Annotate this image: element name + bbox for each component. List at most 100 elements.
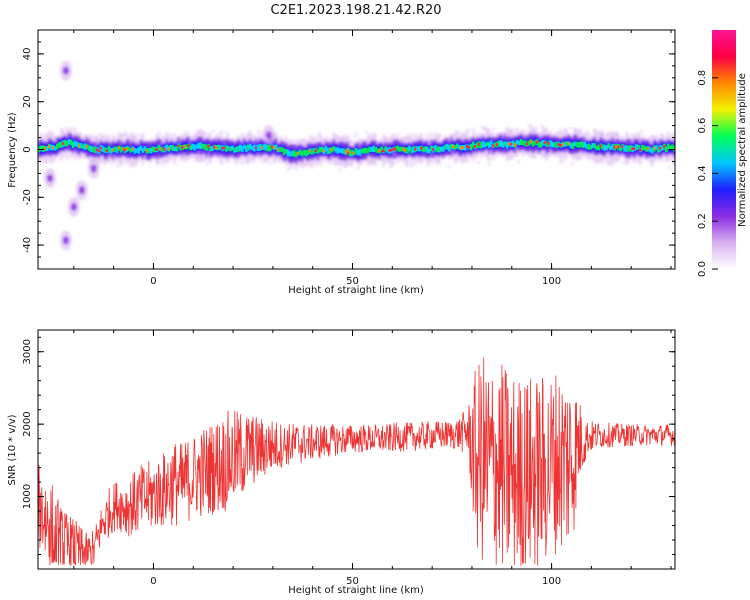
spectrogram-ytick-label: -20: [22, 189, 33, 205]
spectrogram-hotspot: [392, 147, 396, 151]
spectrogram-hotspot: [85, 145, 89, 149]
spectrogram-speckle: [601, 134, 604, 137]
spectrogram-band-core: [316, 149, 320, 154]
spectrogram-speckle: [223, 142, 226, 145]
spectrogram-band-core: [569, 142, 573, 149]
spectrogram-band-core: [342, 148, 346, 154]
spectrogram-band-core: [171, 145, 174, 151]
spectrogram-band-core: [258, 144, 262, 151]
spectrogram-band-core: [579, 141, 583, 148]
snr-xtick-label: 50: [346, 576, 359, 587]
spectrogram-hotspot: [414, 147, 418, 151]
spectrogram-band-core: [89, 145, 93, 153]
spectrogram-band-core: [133, 147, 137, 154]
spectrogram-band-core: [545, 142, 549, 147]
spectrogram-band-core: [406, 147, 409, 154]
spectrogram-speckle: [287, 167, 290, 170]
spectrogram-hotspot: [270, 145, 274, 149]
snr-ytick-label: 1000: [22, 484, 33, 509]
spectrogram-speckle: [321, 143, 324, 146]
spectrogram-speckle: [603, 156, 606, 159]
spectrogram-band-core: [597, 144, 600, 151]
spectrogram-band-core: [611, 143, 614, 150]
spectrogram-band-core: [607, 143, 610, 149]
spectrogram-speckle: [538, 132, 541, 135]
spectrogram-band-core: [366, 148, 370, 154]
spectrogram-band-core: [103, 147, 107, 153]
spectrogram-band-core: [203, 143, 206, 150]
spectrogram-scatter: [78, 186, 85, 195]
spectrogram-speckle: [252, 157, 255, 160]
spectrogram-speckle: [487, 163, 490, 166]
spectrogram-band-core: [41, 145, 45, 152]
spectrogram-band-core: [304, 150, 308, 157]
spectrogram-band-core: [589, 144, 593, 150]
spectrogram-speckle: [640, 130, 643, 133]
spectrogram-hotspot: [77, 144, 81, 148]
spectrogram-speckle: [492, 127, 495, 130]
spectrogram-speckle: [235, 162, 238, 165]
spectrogram-hotspot: [495, 143, 499, 147]
spectrogram-band-core: [575, 141, 579, 148]
spectrogram-hotspot: [223, 146, 227, 150]
spectrogram-band-core: [282, 148, 286, 156]
spectrogram-band-core: [71, 141, 75, 148]
spectrogram-speckle: [607, 162, 610, 165]
spectrogram-speckle: [208, 150, 211, 153]
spectrogram-ticks: 0 50 100 -40 -20 0 20 40: [22, 29, 675, 287]
spectrogram-band-core: [551, 141, 555, 148]
spectrogram-speckle: [157, 159, 160, 162]
spectrogram-band-core: [501, 141, 505, 148]
spectrogram-band-core: [288, 151, 292, 157]
spectrogram-hotspot: [95, 148, 99, 152]
spectrogram-band-core: [87, 145, 91, 151]
spectrogram-band-core: [129, 148, 133, 153]
spectrogram-band-core: [286, 149, 290, 157]
colorbar: 0.0 0.2 0.4 0.6 0.8 Normalized spectral ampl…: [697, 30, 748, 277]
spectrogram-xtick-label: 50: [346, 276, 359, 287]
spectrogram-band-core: [199, 142, 202, 150]
spectrogram-speckle: [124, 131, 127, 134]
spectrogram-speckle: [449, 134, 452, 137]
spectrogram-xtick-label: 0: [150, 276, 156, 287]
spectrogram-speckle: [408, 136, 411, 139]
spectrogram-band-core: [454, 145, 457, 150]
spectrogram-hotspot: [525, 142, 529, 146]
spectrogram-band-core: [469, 143, 473, 151]
spectrogram-speckle: [247, 156, 250, 159]
spectrogram-speckle: [269, 162, 272, 165]
spectrogram-hotspot: [314, 149, 318, 153]
spectrogram-band-core: [141, 147, 145, 153]
spectrogram-band-core: [418, 145, 421, 152]
spectrogram-band-core: [635, 144, 638, 150]
spectrogram-band-core: [573, 141, 577, 147]
spectrogram-speckle: [206, 163, 209, 166]
spectrogram-band-core: [225, 145, 228, 152]
spectrogram-hotspot: [346, 148, 350, 152]
spectrogram-hotspot: [382, 149, 386, 153]
spectrogram-band-core: [438, 146, 441, 153]
spectrogram-hotspot: [121, 147, 125, 151]
spectrogram-band-core: [135, 148, 139, 153]
spectrogram-speckle: [577, 136, 580, 139]
spectrogram-hotspot: [465, 145, 469, 148]
spectrogram-hotspot: [432, 148, 436, 152]
spectrogram-hotspot: [47, 145, 51, 149]
spectrogram-band-core: [127, 146, 131, 152]
spectrogram-speckle: [651, 160, 654, 163]
spectrogram-speckle: [365, 131, 368, 134]
spectrogram-band-core: [360, 148, 364, 154]
snr-xlabel: Height of straight line (km): [288, 585, 424, 596]
spectrogram-speckle: [484, 149, 487, 152]
spectrogram-hotspot: [43, 147, 47, 151]
spectrogram-hotspot: [507, 142, 511, 146]
spectrogram-hotspot: [615, 145, 619, 148]
spectrogram-band-core: [408, 145, 411, 152]
spectrogram-hotspot: [420, 146, 424, 150]
spectrogram-band-core: [338, 148, 342, 153]
spectrogram-speckle: [202, 132, 205, 135]
spectrogram-band-core: [372, 145, 376, 152]
spectrogram-haze: [38, 60, 675, 251]
spectrogram-core: [38, 138, 675, 158]
spectrogram-speckle: [616, 152, 619, 155]
